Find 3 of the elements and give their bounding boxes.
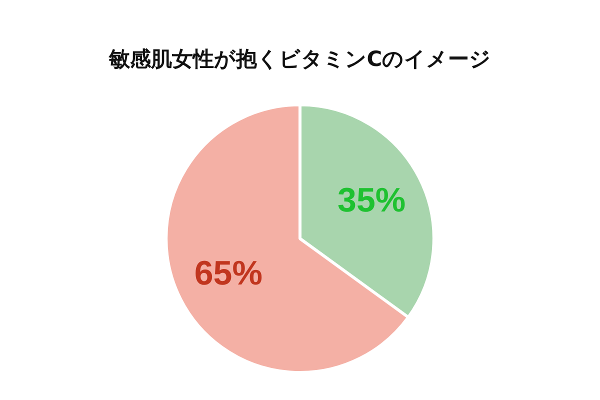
data-label: 65%: [194, 254, 262, 292]
data-label: 35%: [338, 182, 406, 220]
chart-title: 敏感肌女性が抱くビタミンCのイメージ: [108, 47, 492, 72]
